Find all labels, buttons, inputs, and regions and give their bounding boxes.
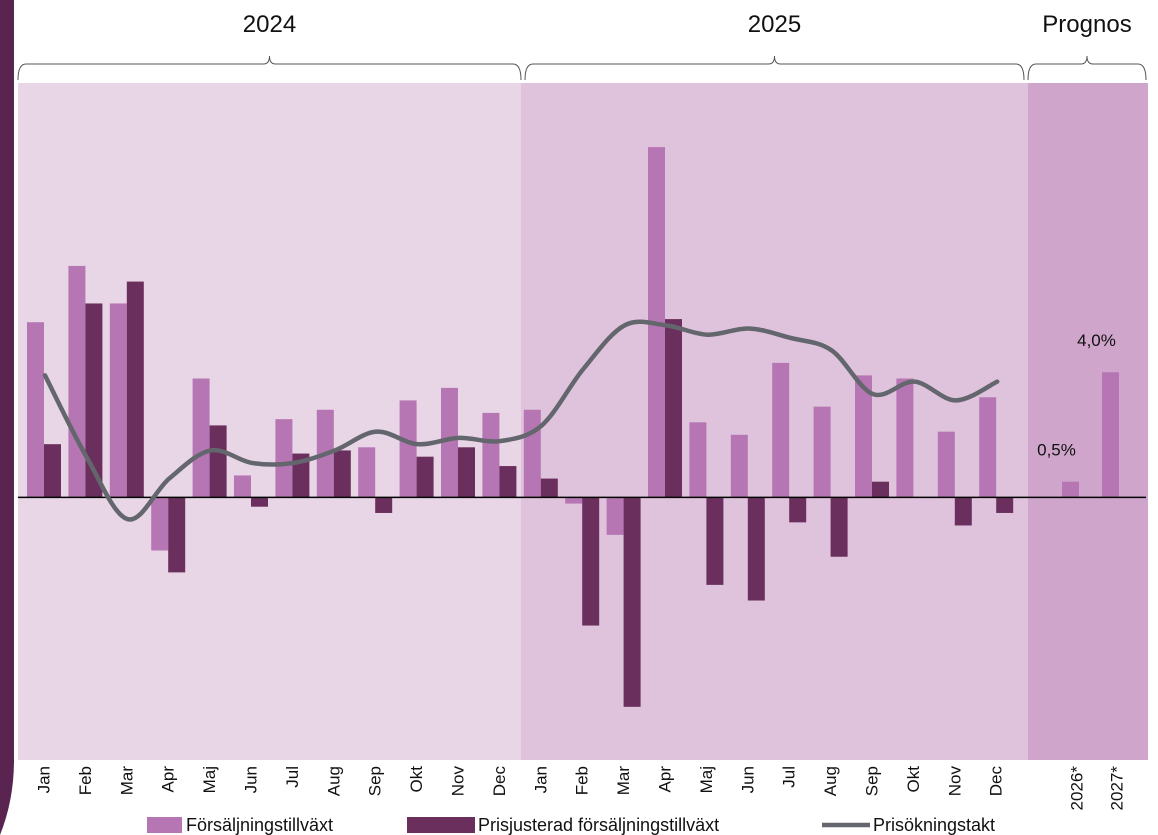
bar <box>234 475 251 498</box>
section-label: 2025 <box>748 11 801 38</box>
bar <box>458 447 475 498</box>
bar <box>192 378 210 498</box>
legend-label: Prisjusterad försäljningstillväxt <box>478 815 719 835</box>
bar <box>441 387 458 498</box>
bar <box>399 400 417 498</box>
bar <box>996 497 1014 513</box>
bar <box>772 362 790 498</box>
bar <box>706 497 724 585</box>
x-tick-label: 2026* <box>1067 766 1086 811</box>
x-tick-label: Jan <box>34 766 53 793</box>
bar <box>375 497 393 513</box>
bar <box>747 497 765 601</box>
x-tick-label: Dec <box>490 766 509 797</box>
section-label: 2024 <box>243 11 296 38</box>
bar <box>979 397 997 498</box>
bar <box>689 422 707 498</box>
bar <box>665 319 682 498</box>
legend-swatch <box>147 817 182 833</box>
x-tick-label: Maj <box>200 766 219 793</box>
bar <box>1102 372 1119 498</box>
line-series <box>42 319 1000 522</box>
bar <box>126 281 144 498</box>
bar <box>730 434 748 498</box>
legend-label: Försäljningstillväxt <box>186 815 333 835</box>
bar <box>151 497 169 551</box>
x-tick-label: Dec <box>987 766 1006 797</box>
bar <box>872 481 889 498</box>
data-label: 0,5% <box>1037 441 1076 460</box>
bar <box>275 419 293 498</box>
bar <box>830 497 848 557</box>
bar <box>523 409 541 498</box>
backgrounds <box>18 83 1148 760</box>
bar <box>540 478 558 498</box>
bar <box>209 425 227 498</box>
bar <box>499 466 517 498</box>
bar <box>333 450 351 498</box>
x-tick-label: 2027* <box>1107 766 1126 811</box>
x-tick-label: Feb <box>76 766 95 795</box>
x-tick-label: Sep <box>366 766 385 796</box>
x-tick-label: Jul <box>780 766 799 788</box>
bar <box>623 497 641 707</box>
bar <box>855 375 872 498</box>
x-tick-label: Jan <box>531 766 550 793</box>
x-tick-label: Aug <box>324 766 343 796</box>
bar <box>109 303 127 498</box>
x-tick-label: Apr <box>655 766 674 793</box>
bar <box>168 497 186 573</box>
edge-decoration <box>0 0 14 835</box>
bar <box>358 447 376 498</box>
bar <box>813 406 831 498</box>
bar <box>44 444 61 498</box>
bar <box>85 303 103 498</box>
legend-label: Prisökningstakt <box>873 815 995 835</box>
bar <box>937 431 955 498</box>
bar <box>482 412 500 498</box>
x-tick-label: Apr <box>159 766 178 793</box>
section-brace <box>524 55 1025 81</box>
section-brace <box>17 55 522 81</box>
region-forecast <box>1028 83 1148 760</box>
x-tick-label: Jun <box>738 766 757 793</box>
section-brace <box>1027 55 1147 81</box>
bar <box>582 497 600 626</box>
x-tick-label: Nov <box>448 766 467 797</box>
bar <box>789 497 807 523</box>
bar <box>896 378 914 498</box>
x-tick-label: Mar <box>614 766 633 796</box>
section-label: Prognos <box>1042 11 1131 38</box>
bar <box>68 265 86 498</box>
x-tick-label: Jul <box>283 766 302 788</box>
x-tick-label: Sep <box>862 766 881 796</box>
bar <box>606 497 624 535</box>
x-tick-label: Okt <box>407 766 426 793</box>
x-tick-label: Okt <box>904 766 923 793</box>
data-label: 4,0% <box>1077 331 1116 350</box>
x-tick-label: Feb <box>573 766 592 795</box>
x-tick-label: Nov <box>945 766 964 797</box>
bar <box>1062 481 1079 498</box>
bar <box>251 497 268 507</box>
x-tick-label: Jun <box>241 766 260 793</box>
bar <box>954 497 972 526</box>
bar <box>27 322 44 498</box>
legend-swatch <box>407 817 475 833</box>
bar <box>416 456 434 498</box>
x-tick-label: Aug <box>821 766 840 796</box>
x-tick-label: Mar <box>117 766 136 796</box>
x-tick-label: Maj <box>697 766 716 793</box>
bar <box>565 497 583 504</box>
